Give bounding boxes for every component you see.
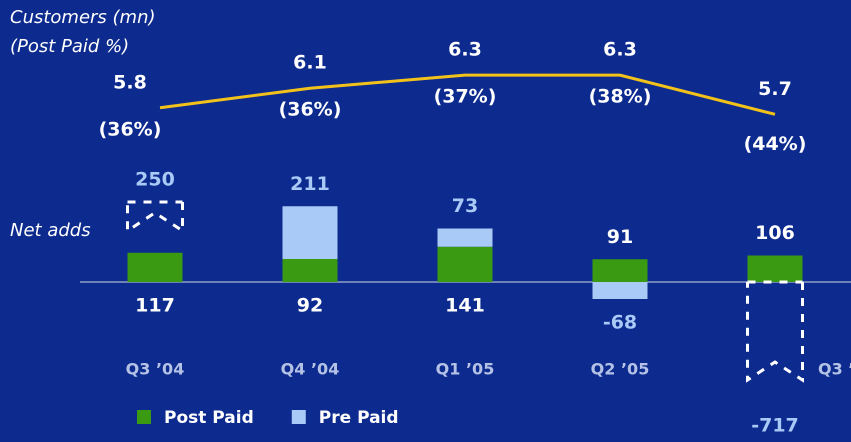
bar-value-label: 73 (452, 195, 478, 217)
line-value-label: 6.1 (293, 52, 327, 74)
net-adds-label: Net adds (10, 220, 91, 241)
bar (747, 255, 803, 282)
bar-value-label: 141 (445, 295, 485, 317)
legend-label: Pre Paid (319, 408, 399, 428)
line-value-label: 6.3 (448, 39, 482, 61)
customers-label: Customers (mn) (10, 7, 156, 28)
bar-value-label: -717 (751, 415, 799, 437)
bar (592, 282, 648, 299)
line-value-label: 5.7 (758, 78, 792, 100)
x-tick-label: Q4 ’04 (281, 360, 340, 379)
customers-line (159, 73, 776, 116)
legend-swatch (291, 410, 306, 424)
bar-value-label: -68 (603, 312, 637, 334)
bar-value-label: 92 (297, 295, 323, 317)
legend-label: Post Paid (164, 408, 254, 428)
share-label: (44%) (744, 133, 807, 155)
share-label: (36%) (279, 99, 342, 121)
bar (437, 246, 493, 282)
share-label: (38%) (589, 86, 652, 108)
bar-clipped (746, 280, 804, 383)
bar (592, 259, 648, 282)
bar-value-label: 211 (290, 173, 330, 195)
x-tick-label: Q1 ’05 (436, 360, 495, 379)
bar (282, 259, 338, 282)
bar-value-label: 250 (135, 169, 175, 191)
bar-value-label: 106 (755, 222, 795, 244)
bar-value-label: 117 (135, 295, 175, 317)
x-tick-label: Q3 ’04 (126, 360, 185, 379)
bar (282, 206, 338, 259)
post-paid-share-label: (Post Paid %) (10, 36, 129, 57)
bar-clipped (126, 200, 184, 234)
bar (127, 252, 183, 282)
x-tick-label: Q2 ’05 (591, 360, 650, 379)
share-label: (36%) (99, 118, 162, 140)
share-label: (37%) (434, 86, 497, 108)
bar (437, 228, 493, 247)
line-value-label: 6.3 (603, 39, 637, 61)
x-tick-label: Q3 ’05 (818, 360, 851, 379)
legend-swatch (137, 410, 151, 424)
line-value-label: 5.8 (113, 71, 147, 93)
bar-value-label: 91 (607, 226, 633, 248)
